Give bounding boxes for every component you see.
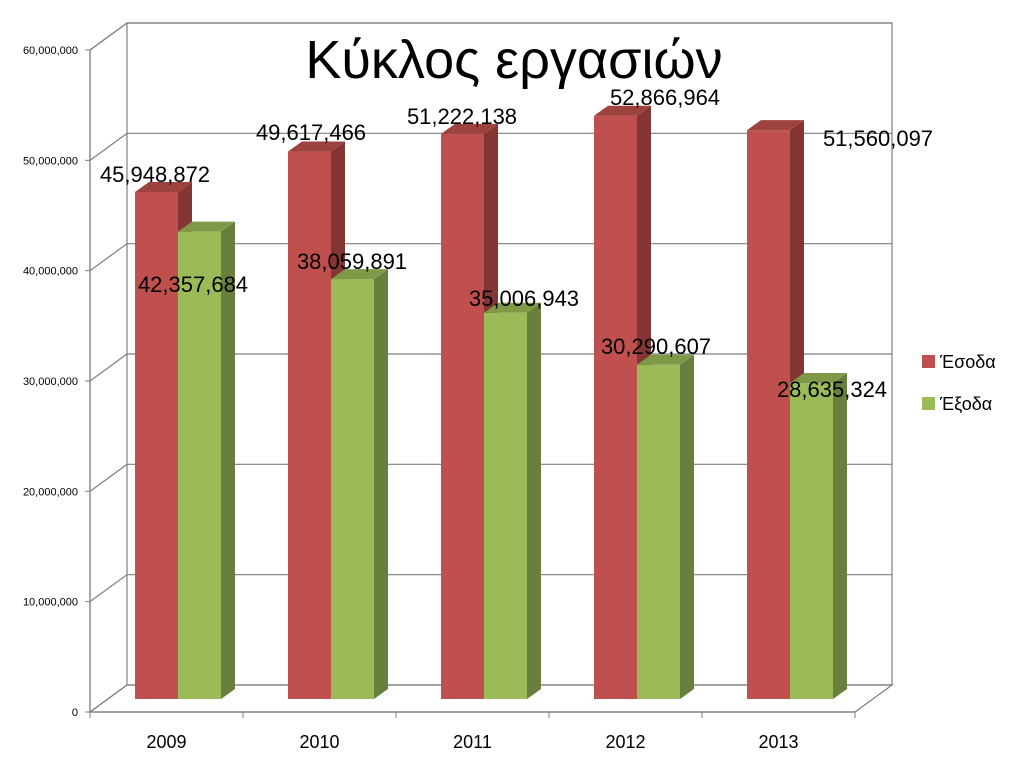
legend-label: Έσοδα	[939, 352, 996, 372]
chart-title: Κύκλος εργασιών	[305, 30, 722, 90]
bar-side	[374, 269, 388, 699]
y-tick-label: 60,000,000	[23, 45, 78, 57]
bar-top	[790, 373, 847, 384]
x-tick-label: 2011	[453, 732, 492, 752]
bar-front	[178, 231, 221, 699]
bar-top	[331, 269, 388, 280]
bar-front	[637, 364, 680, 699]
bar-front	[747, 130, 790, 700]
y-tick-label: 20,000,000	[23, 486, 78, 498]
bar-front	[288, 151, 331, 699]
legend-item: Έξοδα	[922, 394, 992, 414]
axes: 0 10,000,000 20,000,000 30,000,000 40,000,00…	[23, 45, 856, 752]
bar-top	[178, 221, 235, 232]
y-tick-label: 30,000,000	[23, 376, 78, 388]
y-tick-label: 50,000,000	[23, 155, 78, 167]
x-tick-label: 2013	[758, 732, 798, 752]
bar-side	[833, 373, 847, 699]
bar-side	[527, 302, 541, 699]
y-tick-label: 10,000,000	[23, 597, 78, 609]
bar-side	[221, 221, 235, 699]
data-label: 51,222,138	[407, 104, 517, 129]
data-label: 30,290,607	[601, 334, 711, 359]
bar-front	[441, 133, 484, 700]
legend-swatch	[922, 397, 935, 410]
bar-front	[331, 279, 374, 699]
bar-top	[747, 120, 804, 131]
data-label: 28,635,324	[777, 377, 887, 402]
bar-top	[637, 354, 694, 365]
bar-Έξοδα-2013	[790, 373, 847, 699]
bar-Έξοδα-2009	[178, 221, 235, 699]
data-label: 52,866,964	[610, 85, 720, 110]
data-label: 35,006,943	[469, 286, 579, 311]
y-tick-label: 0	[72, 707, 78, 719]
gridline	[89, 22, 892, 51]
legend: Έσοδα Έξοδα	[922, 352, 996, 414]
data-label: 51,560,097	[823, 126, 933, 151]
legend-label: Έξοδα	[939, 394, 992, 414]
bar-top	[441, 123, 498, 134]
bar-top	[484, 302, 541, 313]
bar-top	[135, 182, 192, 193]
legend-item: Έσοδα	[922, 352, 996, 372]
data-label: 42,357,684	[138, 272, 248, 297]
data-labels: 45,948,872 42,357,684 49,617,466 38,059,891…	[100, 85, 933, 402]
x-tick-label: 2009	[146, 732, 186, 752]
bar-front	[790, 383, 833, 699]
bar-front	[594, 115, 637, 699]
bar-Έξοδα-2011	[484, 302, 541, 699]
bar-side	[680, 354, 694, 699]
bar-top	[288, 141, 345, 152]
bar-Έξοδα-2010	[331, 269, 388, 699]
data-label: 45,948,872	[100, 162, 210, 187]
data-label: 38,059,891	[297, 249, 407, 274]
x-tick-label: 2010	[299, 732, 339, 752]
data-label: 49,617,466	[256, 120, 366, 145]
bar-top	[594, 105, 651, 116]
legend-swatch	[922, 355, 935, 368]
bar-front	[484, 312, 527, 699]
bars	[135, 105, 847, 700]
bar-front	[135, 192, 178, 700]
y-tick-label: 40,000,000	[23, 266, 78, 278]
bar-Έξοδα-2012	[637, 354, 694, 699]
x-tick-label: 2012	[605, 732, 645, 752]
